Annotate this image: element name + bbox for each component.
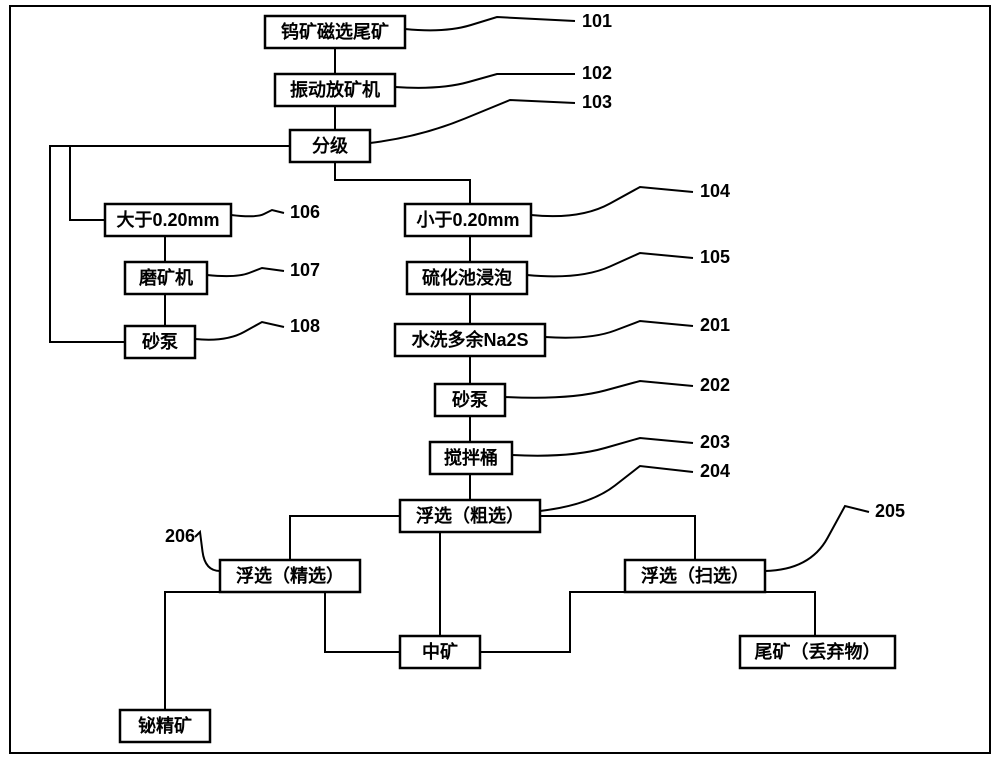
node-label-nBi: 铋精矿: [138, 715, 192, 736]
leader-n206: [195, 532, 220, 571]
edge-n206-nBi: [165, 592, 235, 710]
leader-n102: [395, 74, 575, 88]
leader-n107: [207, 268, 284, 276]
node-label-n206: 浮选（精选）: [236, 565, 344, 586]
flowchart-canvas: 钨矿磁选尾矿 101 振动放矿机 102 分级 103 小于0.20mm 104 硫化池浸泡 10…: [0, 0, 1000, 763]
edge-n108-n103: [50, 146, 290, 342]
node-label-nMid: 中矿: [422, 641, 458, 662]
ref-number-n105: 105: [700, 247, 730, 267]
edge-n206-nMid: [325, 592, 400, 652]
edge-n205-nMid: [480, 592, 640, 652]
node-n106: 大于0.20mm 106: [105, 202, 320, 236]
node-n102: 振动放矿机 102: [275, 63, 612, 106]
ref-number-n202: 202: [700, 375, 730, 395]
leader-n108: [195, 322, 284, 340]
node-label-n205: 浮选（扫选）: [641, 565, 749, 586]
ref-number-n108: 108: [290, 316, 320, 336]
node-label-n104: 小于0.20mm: [416, 210, 519, 230]
ref-number-n102: 102: [582, 63, 612, 83]
ref-number-n104: 104: [700, 181, 730, 201]
ref-number-n203: 203: [700, 432, 730, 452]
ref-number-n101: 101: [582, 11, 612, 31]
node-label-n101: 钨矿磁选尾矿: [281, 21, 389, 42]
node-label-nTail: 尾矿（丢弃物）: [755, 641, 881, 662]
node-n203: 搅拌桶 203: [430, 432, 730, 474]
leader-n103: [370, 100, 575, 143]
edge-n204-n205: [540, 516, 695, 560]
leader-n104: [531, 187, 693, 216]
node-n101: 钨矿磁选尾矿 101: [265, 11, 612, 48]
node-label-n203: 搅拌桶: [444, 447, 498, 468]
node-label-n107: 磨矿机: [139, 267, 193, 288]
node-n201: 水洗多余Na2S 201: [395, 315, 730, 356]
node-label-n202: 砂泵: [452, 389, 488, 410]
node-n104: 小于0.20mm 104: [405, 181, 730, 236]
ref-number-n204: 204: [700, 461, 730, 481]
node-label-n106: 大于0.20mm: [116, 209, 219, 230]
node-n107: 磨矿机 107: [125, 260, 320, 294]
edge-n103-n104: [335, 162, 470, 204]
node-nTail: 尾矿（丢弃物）: [740, 636, 895, 668]
ref-number-n106: 106: [290, 202, 320, 222]
node-label-n105: 硫化池浸泡: [422, 267, 512, 288]
node-n105: 硫化池浸泡 105: [407, 247, 730, 294]
node-label-n108: 砂泵: [142, 331, 178, 352]
node-label-n204: 浮选（粗选）: [416, 505, 524, 526]
ref-number-n205: 205: [875, 501, 905, 521]
edge-n204-n206: [290, 516, 400, 560]
leader-n205: [765, 506, 869, 571]
node-label-n103: 分级: [312, 135, 349, 156]
node-n202: 砂泵 202: [435, 375, 730, 416]
node-nBi: 铋精矿: [120, 710, 210, 742]
ref-number-n107: 107: [290, 260, 320, 280]
node-n205: 浮选（扫选） 205: [625, 501, 905, 592]
leader-n202: [505, 381, 693, 398]
leader-n203: [512, 438, 693, 456]
ref-number-n201: 201: [700, 315, 730, 335]
leader-n106: [231, 210, 284, 216]
nodes-group: 钨矿磁选尾矿 101 振动放矿机 102 分级 103 小于0.20mm 104 硫化池浸泡 10…: [105, 11, 905, 742]
leader-n201: [545, 321, 693, 338]
node-n206: 浮选（精选） 206: [165, 526, 360, 592]
node-label-n102: 振动放矿机: [290, 79, 380, 100]
node-label-n201: 水洗多余Na2S: [411, 329, 528, 350]
ref-number-n103: 103: [582, 92, 612, 112]
leader-n105: [527, 253, 693, 276]
node-n108: 砂泵 108: [125, 316, 320, 358]
ref-number-n206: 206: [165, 526, 195, 546]
node-nMid: 中矿: [400, 636, 480, 668]
edge-n205-nTail: [750, 592, 815, 636]
leader-n204: [540, 466, 693, 511]
leader-n101: [405, 17, 575, 30]
